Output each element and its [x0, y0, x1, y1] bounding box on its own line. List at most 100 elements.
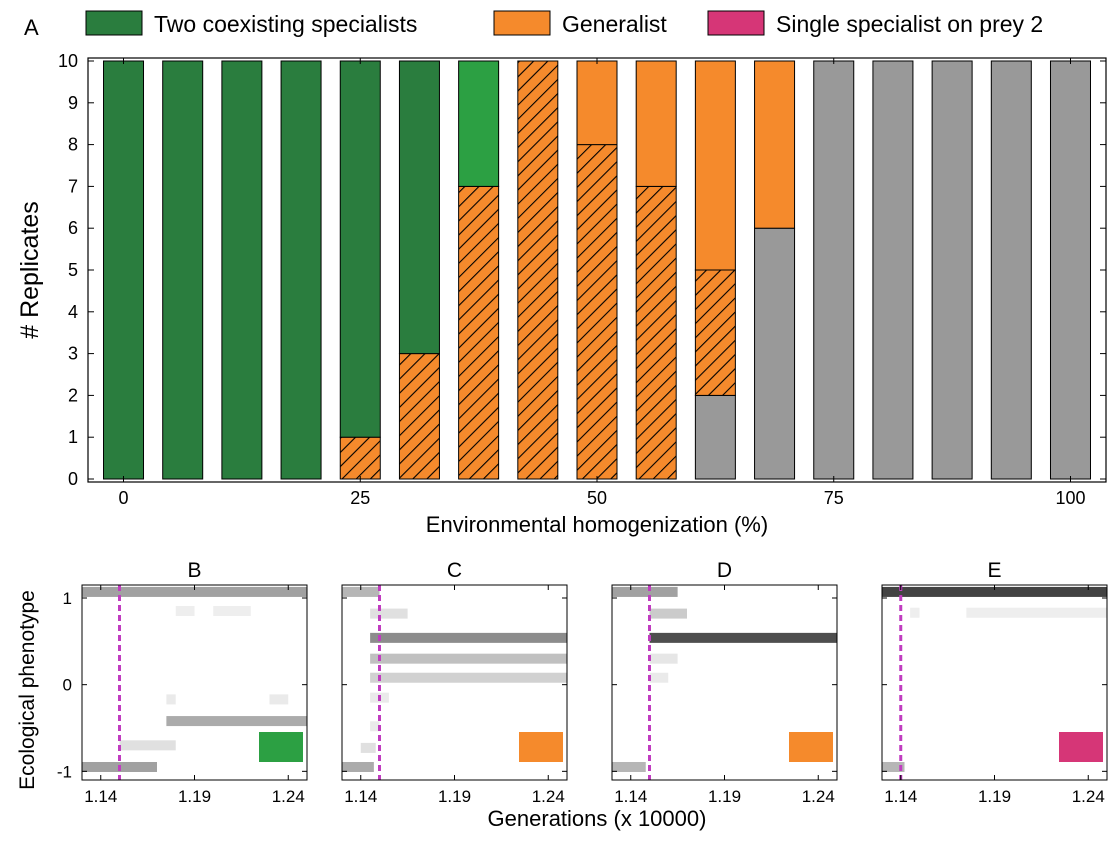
- phenotype-trace: [370, 653, 567, 664]
- phenotype-trace: [649, 672, 669, 683]
- panel-a-x-axis-label: Environmental homogenization (%): [426, 512, 768, 537]
- y-tick-label: 2: [68, 385, 78, 405]
- phenotype-trace: [370, 608, 408, 619]
- legend-label: Single specialist on prey 2: [776, 11, 1043, 37]
- panel-e: E 1.14 1.19 1.24: [881, 559, 1108, 806]
- y-tick-label: 5: [68, 260, 78, 280]
- bar-segment: [872, 60, 914, 480]
- bar-segment: [990, 60, 1032, 480]
- bar-segment: [221, 60, 263, 480]
- x-tick-label: 1.14: [884, 787, 917, 806]
- phenotype-trace: [175, 606, 195, 616]
- bar-segment: [103, 60, 145, 480]
- bar-segment: [635, 185, 677, 480]
- phenotype-trace: [82, 586, 307, 597]
- y-tick-label: 8: [68, 135, 78, 155]
- category-swatch: [789, 732, 833, 762]
- bar-segment: [754, 60, 796, 229]
- y-tick-label: 9: [68, 93, 78, 113]
- legend-swatch: [493, 10, 551, 36]
- x-tick-label: 1.24: [272, 787, 305, 806]
- x-tick-label: 0: [119, 488, 129, 508]
- bar-segment: [398, 60, 440, 355]
- bar-segment: [576, 144, 618, 480]
- y-tick-label: 6: [68, 218, 78, 238]
- panel-c: C 1.14 1.19 1.24: [341, 559, 568, 806]
- phenotype-trace: [612, 762, 646, 772]
- bar-segment: [694, 60, 736, 271]
- bar-segment: [694, 394, 736, 480]
- phenotype-trace: [966, 607, 1107, 618]
- x-tick-label: 1.19: [978, 787, 1011, 806]
- phenotype-trace: [370, 672, 567, 683]
- bar-segment: [458, 185, 500, 480]
- phenotype-trace: [882, 586, 1107, 597]
- bar-segment: [813, 60, 855, 480]
- category-swatch: [519, 732, 563, 762]
- x-tick-label: 1.19: [438, 787, 471, 806]
- phenotype-trace: [269, 694, 289, 705]
- panel-a-letter: A: [24, 15, 39, 40]
- phenotype-trace: [649, 653, 678, 664]
- bar-segment: [1049, 60, 1091, 480]
- x-tick-label: 1.14: [344, 787, 377, 806]
- bar-segment: [339, 60, 381, 438]
- y-tick-label: 4: [68, 302, 78, 322]
- phenotype-trace: [342, 586, 380, 597]
- bar-segment: [576, 60, 618, 146]
- panel-d: D 1.14 1.19 1.24: [611, 559, 838, 806]
- bar-segment: [694, 269, 736, 396]
- panel-a-bars: [103, 60, 1091, 480]
- phenotype-trace: [342, 762, 374, 772]
- panel-a-y-axis-label: # Replicates: [16, 201, 44, 339]
- y-tick-label: 1: [63, 589, 72, 608]
- panel-letter: E: [987, 559, 1001, 582]
- y-tick-label: -1: [57, 762, 72, 781]
- legend-swatch: [707, 10, 765, 36]
- panel-b: B -1 0 1 1.14 1.19 1.24: [57, 559, 308, 806]
- bar-segment: [339, 436, 381, 480]
- panel-letter: D: [717, 559, 732, 582]
- phenotype-trace: [649, 608, 687, 619]
- x-tick-label: 1.24: [532, 787, 565, 806]
- phenotype-trace: [213, 606, 251, 616]
- x-tick-label: 100: [1055, 488, 1085, 508]
- phenotype-trace: [166, 694, 176, 705]
- phenotype-trace: [370, 632, 567, 643]
- legend-label: Generalist: [562, 11, 667, 37]
- bottom-x-axis-label: Generations (x 10000): [488, 806, 707, 831]
- bar-segment: [931, 60, 973, 480]
- phenotype-trace: [649, 632, 837, 643]
- bar-segment: [398, 353, 440, 480]
- category-swatch: [1059, 732, 1103, 762]
- bottom-panels: B -1 0 1 1.14 1.19 1.24 C 1.14 1.19 1.24 D 1.14 1.19 1…: [57, 559, 1108, 806]
- x-tick-label: 50: [587, 488, 607, 508]
- panel-letter: C: [447, 559, 462, 582]
- x-tick-label: 25: [350, 488, 370, 508]
- x-tick-label: 1.14: [84, 787, 117, 806]
- y-tick-label: 0: [68, 469, 78, 489]
- bar-segment: [517, 60, 559, 480]
- x-tick-label: 1.24: [802, 787, 835, 806]
- legend: Two coexisting specialists Generalist Sing…: [85, 10, 1043, 37]
- phenotype-trace: [370, 721, 380, 732]
- x-tick-label: 1.14: [614, 787, 647, 806]
- phenotype-trace: [882, 762, 905, 772]
- legend-label: Two coexisting specialists: [154, 11, 417, 37]
- phenotype-trace: [910, 607, 920, 618]
- bar-segment: [754, 227, 796, 480]
- y-tick-label: 7: [68, 176, 78, 196]
- x-tick-label: 75: [824, 488, 844, 508]
- phenotype-trace: [612, 586, 678, 597]
- bar-segment: [635, 60, 677, 187]
- phenotype-trace: [119, 740, 176, 751]
- bar-segment: [458, 60, 500, 187]
- category-swatch: [259, 732, 303, 762]
- phenotype-trace: [166, 716, 307, 727]
- legend-swatch: [85, 10, 143, 36]
- x-tick-label: 1.19: [178, 787, 211, 806]
- x-tick-label: 1.19: [708, 787, 741, 806]
